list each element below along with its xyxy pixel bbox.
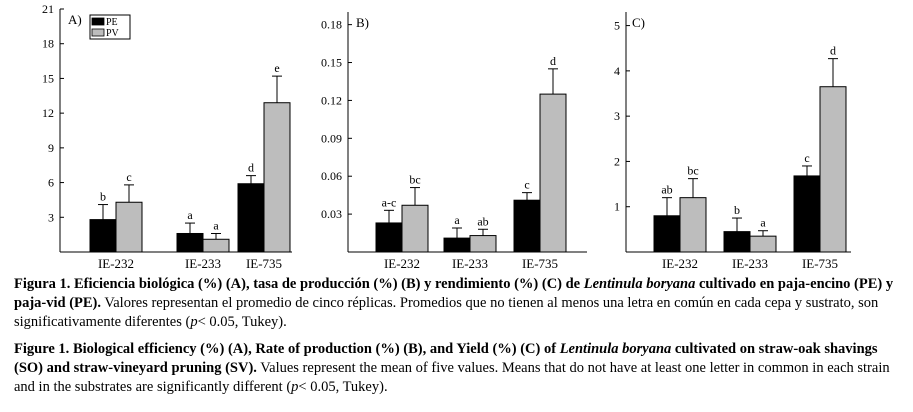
caption-en-body-part1: Values represent the mean of five values… xyxy=(14,360,890,395)
panel-a-ytick-label: 6 xyxy=(48,176,54,190)
panel-c-ytick-label: 2 xyxy=(614,154,620,168)
panel-a-bar-pe-ie-735 xyxy=(237,183,265,253)
panel-b-sig-letter: c xyxy=(524,178,529,192)
panel-b-ytick-label: 0.06 xyxy=(321,169,342,183)
panel-a-sig-letter: d xyxy=(248,161,254,175)
panel-a-xtick-label: IE-735 xyxy=(246,256,282,270)
panel-a-xtick-label: IE-232 xyxy=(98,256,134,270)
panel-a-sig-letter: e xyxy=(274,61,279,75)
panel-a-bar-pv-ie-735 xyxy=(263,102,291,253)
panel-c-sig-letter: b xyxy=(734,203,740,217)
panel-a-bar-pe-ie-232 xyxy=(89,219,117,253)
panel-a-bar-pv-ie-233 xyxy=(202,238,230,253)
panel-a-ytick-label: 21 xyxy=(42,2,54,16)
panel-b-bar-pe-ie-232 xyxy=(375,222,403,253)
caption-en-fig-label: Figure 1. xyxy=(14,341,70,357)
panel-c-xtick-label: IE-232 xyxy=(662,256,698,270)
caption-es-body-part1: Valores representan el promedio de cinco… xyxy=(14,295,879,330)
panel-b-xtick-label: IE-735 xyxy=(522,256,558,270)
caption-en-species: Lentinula boryana xyxy=(559,341,672,357)
panel-b-sig-letter: ab xyxy=(477,214,488,228)
panel-b-xtick-label: IE-233 xyxy=(452,256,488,270)
caption-en-title-part1: Biological efficiency (%) (A), Rate of p… xyxy=(72,341,560,357)
panel-a-ytick-label: 12 xyxy=(42,106,54,120)
panel-b-bar-pe-ie-233 xyxy=(443,237,471,253)
panel-c-bar-pe-ie-735 xyxy=(793,175,821,253)
panel-c-ytick-label: 5 xyxy=(614,19,620,33)
panel-b-ytick-label: 0.03 xyxy=(321,207,342,221)
caption-es-fig-label: Figura 1. xyxy=(14,276,71,292)
panel-a-label: A) xyxy=(68,12,82,27)
panel-c-bar-pe-ie-233 xyxy=(723,231,751,253)
caption-es-body-part2: < 0.05, Tukey). xyxy=(197,314,287,330)
panel-b-ytick-label: 0.09 xyxy=(321,131,342,145)
panel-c-sig-letter: d xyxy=(830,44,836,58)
caption-en-body-part2: < 0.05, Tukey). xyxy=(298,379,388,395)
panel-b-bar-pe-ie-735 xyxy=(513,199,541,253)
panel-a-sig-letter: b xyxy=(100,190,106,204)
caption-es-title-part2: cultivado en paja-encino (PE) y paja-vid… xyxy=(14,276,894,311)
caption-english: Figure 1. Biological efficiency (%) (A),… xyxy=(14,340,904,397)
panel-b-sig-letter: d xyxy=(550,54,556,68)
panel-b-ytick-label: 0.12 xyxy=(321,93,342,107)
caption-en-p: p xyxy=(291,379,299,395)
panel-b-bar-pv-ie-232 xyxy=(401,204,429,253)
panel-c-ytick-label: 3 xyxy=(614,109,620,123)
panel-b-bar-pv-ie-233 xyxy=(469,235,497,253)
panel-b-sig-letter: bc xyxy=(409,173,420,187)
panel-c-bar-pv-ie-735 xyxy=(819,86,847,253)
panel-c-ytick-label: 1 xyxy=(614,200,620,214)
caption-es-p: p xyxy=(190,314,198,330)
panel-b-sig-letter: a xyxy=(454,213,460,227)
panel-c-sig-letter: ab xyxy=(661,183,672,197)
panel-a-legend-label-pe: PE xyxy=(106,17,118,28)
panel-b-ytick-label: 0.15 xyxy=(321,56,342,70)
panel-a-ytick-label: 3 xyxy=(48,210,54,224)
panel-a-bar-pv-ie-232 xyxy=(115,201,143,253)
panel-a-legend-swatch-pv xyxy=(91,28,105,37)
panel-c-ytick-label: 4 xyxy=(614,64,620,78)
panel-b-sig-letter: a-c xyxy=(382,195,397,209)
panel-c-sig-letter: a xyxy=(760,216,766,230)
caption-spanish: Figura 1. Eficiencia biológica (%) (A), … xyxy=(14,275,904,332)
panel-a-bar-pe-ie-233 xyxy=(176,232,204,253)
panel-c-sig-letter: bc xyxy=(687,164,698,178)
panel-c-label: C) xyxy=(632,15,645,30)
caption-en-title-part2: cultivated on straw-oak shavings (SO) an… xyxy=(14,341,878,376)
panel-c-bar-pv-ie-233 xyxy=(749,235,777,253)
panel-b-bar-pv-ie-735 xyxy=(539,93,567,253)
panel-b-xtick-label: IE-232 xyxy=(384,256,420,270)
panel-a-ytick-label: 15 xyxy=(42,71,54,85)
caption-es-title-part1: Eficiencia biológica (%) (A), tasa de pr… xyxy=(74,276,584,292)
panel-c-xtick-label: IE-735 xyxy=(802,256,838,270)
panel-a-ytick-label: 18 xyxy=(42,37,54,51)
caption-es-species: Lentinula boryana xyxy=(583,276,696,292)
panel-a-legend-swatch-pe xyxy=(91,17,105,26)
panel-c-bar-pe-ie-232 xyxy=(653,215,681,253)
panel-c-sig-letter: c xyxy=(804,151,809,165)
panel-a-sig-letter: a xyxy=(187,208,193,222)
panel-a-xtick-label: IE-233 xyxy=(185,256,221,270)
panel-a-legend-label-pv: PV xyxy=(106,28,120,39)
panel-b-label: B) xyxy=(356,15,369,30)
panel-b-ytick-label: 0.18 xyxy=(321,18,342,32)
panel-a-sig-letter: c xyxy=(126,170,131,184)
panel-a-sig-letter: a xyxy=(213,218,219,232)
figure: 36912151821A)bcIE-232aaIE-233deIE-735PEP… xyxy=(42,2,851,270)
panel-a-ytick-label: 9 xyxy=(48,141,54,155)
panel-c-xtick-label: IE-233 xyxy=(732,256,768,270)
panel-c-bar-pv-ie-232 xyxy=(679,197,707,253)
